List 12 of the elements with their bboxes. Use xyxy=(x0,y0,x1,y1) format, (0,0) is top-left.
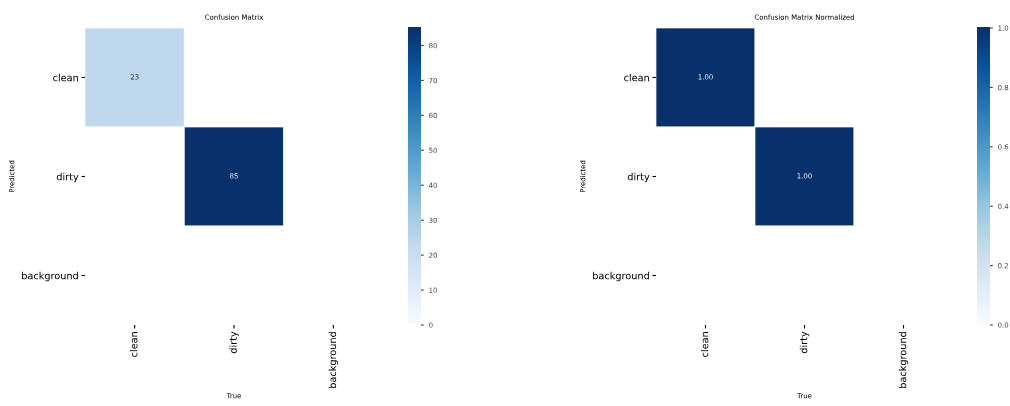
y-tick-label: background xyxy=(593,271,649,282)
y-tick-label: dirty xyxy=(627,172,650,183)
y-tick-label: background xyxy=(22,271,78,282)
x-tick-label: clean xyxy=(700,332,709,357)
x-tick-label: clean xyxy=(129,332,138,357)
y-tick-label: clean xyxy=(624,73,649,82)
y-tick-label: dirty xyxy=(56,172,79,183)
x-tick-label: dirty xyxy=(229,331,239,354)
y-tick-label: clean xyxy=(53,73,78,82)
x-tick-label: background xyxy=(898,332,909,388)
x-tick-label: background xyxy=(328,332,339,388)
x-tick-label: dirty xyxy=(799,331,810,354)
